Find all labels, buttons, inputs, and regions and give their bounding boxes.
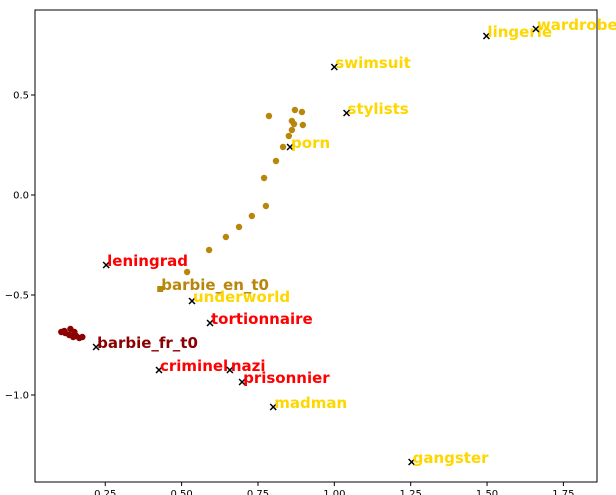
dot: [298, 108, 306, 116]
dot: [260, 174, 268, 182]
marker-x: [238, 378, 246, 386]
x-tick-label: 1.25: [400, 489, 422, 495]
dot: [285, 132, 293, 140]
x-tick-label: 0.25: [94, 489, 116, 495]
dot: [272, 157, 280, 165]
x-tick-label: 1.00: [323, 489, 345, 495]
x-tick-label: 1.50: [476, 489, 498, 495]
dot: [290, 120, 298, 128]
point-label: gangster: [413, 449, 490, 467]
marker-x: [269, 403, 277, 411]
marker-x: [92, 343, 100, 351]
point-label: stylists: [348, 100, 409, 118]
dot: [61, 327, 68, 335]
y-tick-label: 0.0: [13, 191, 29, 202]
y-tick-label: −1.0: [5, 391, 29, 402]
marker-x: [286, 143, 294, 151]
marker-x: [330, 63, 338, 71]
dot: [222, 233, 230, 241]
dot: [262, 202, 270, 210]
point-label: prisonnier: [243, 369, 330, 387]
y-tick-label: 0.5: [13, 91, 29, 102]
y-tick-label: −0.5: [5, 291, 29, 302]
point-label: barbie_fr_t0: [97, 334, 198, 352]
x-tick-label: 0.75: [247, 489, 269, 495]
marker-x: [532, 25, 540, 33]
marker-square: [157, 286, 164, 292]
point-label: swimsuit: [335, 54, 410, 72]
point-label: underworld: [193, 288, 290, 306]
dot: [205, 246, 213, 254]
dot: [183, 268, 191, 276]
x-tick-label: 0.50: [170, 489, 192, 495]
point-label: leningrad: [107, 252, 188, 270]
dot: [299, 121, 307, 129]
point-label: nazi: [231, 357, 266, 375]
point-label: porn: [291, 134, 330, 152]
plot-frame: [34, 9, 598, 483]
dot: [235, 223, 243, 231]
x-tick-label: 1.75: [552, 489, 574, 495]
dot: [291, 106, 299, 114]
point-label: lingerie: [487, 23, 552, 41]
dot: [248, 212, 256, 220]
marker-x: [188, 297, 196, 305]
point-label: tortionnaire: [211, 310, 313, 328]
point-label: barbie_en_t0: [161, 276, 269, 294]
dot: [279, 143, 287, 151]
dot: [265, 112, 273, 120]
dot: [79, 333, 86, 341]
dot: [69, 333, 77, 341]
marker-x: [482, 32, 490, 40]
marker-x: [102, 261, 110, 269]
point-label: madman: [274, 394, 347, 412]
point-label: wardrobe: [537, 16, 616, 34]
dot: [288, 126, 296, 134]
point-label: criminel: [160, 357, 228, 375]
marker-x: [343, 109, 351, 117]
marker-x: [226, 366, 234, 374]
marker-x: [408, 458, 416, 466]
marker-x: [155, 366, 163, 374]
marker-x: [206, 319, 214, 327]
